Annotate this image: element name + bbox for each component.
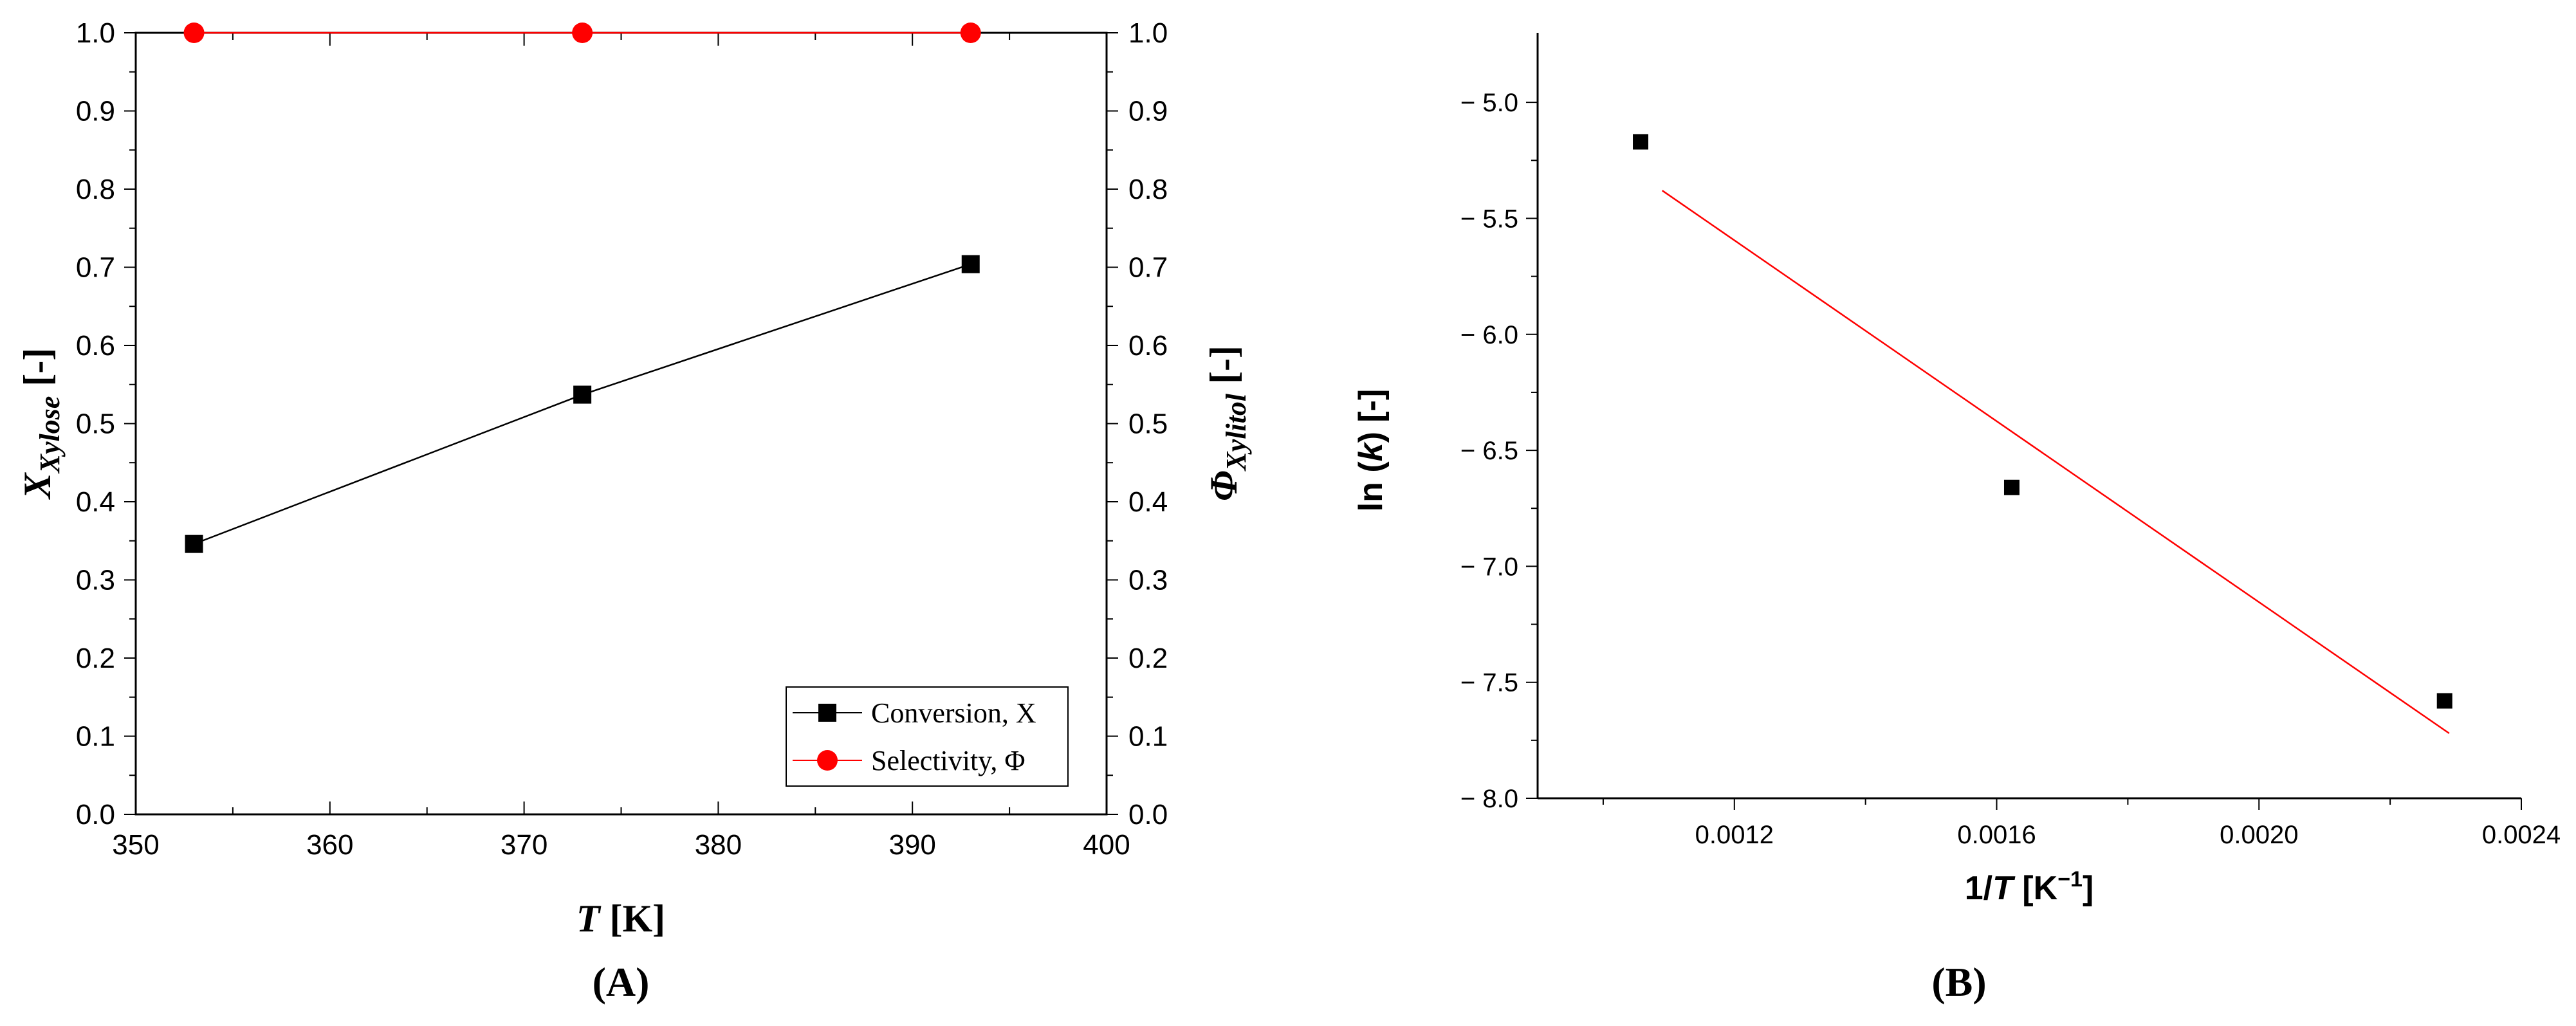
y-right-tick-label-a: 0.8 [1128, 174, 1168, 205]
y-tick-label-b: − 7.0 [1460, 553, 1518, 581]
y-left-tick-label-a: 1.0 [76, 17, 115, 49]
x-tick-label-a: 370 [501, 829, 547, 861]
y-left-tick-label-a: 0.1 [76, 721, 115, 753]
x-tick-label-a: 350 [112, 829, 159, 861]
series-a [183, 23, 981, 553]
legend-a: Conversion, X Selectivity, Φ [786, 686, 1069, 787]
data-point-conversion [961, 255, 980, 273]
y-tick-label-b: − 5.0 [1460, 89, 1518, 117]
x-tick-label-b: 0.0020 [2220, 821, 2298, 849]
y-left-tick-label-a: 0.5 [76, 408, 115, 440]
data-point-conversion [573, 385, 592, 404]
x-tick-label-b: 0.0016 [1957, 821, 2036, 849]
axis-ticks-b [1526, 102, 2522, 810]
x-axis-title-a: T [K] [576, 897, 665, 940]
y-right-axis-title-a: ΦXylitol [-] [1202, 345, 1252, 501]
y-left-tick-label-a: 0.8 [76, 174, 115, 205]
panel-label-b: (B) [1931, 959, 1986, 1005]
data-point-b [2003, 479, 2019, 495]
y-right-tick-label-a: 0.6 [1128, 330, 1168, 362]
data-point-selectivity [960, 23, 981, 43]
y-left-tick-label-a: 0.7 [76, 252, 115, 284]
y-left-tick-label-a: 0.2 [76, 643, 115, 674]
y-tick-label-b: − 6.0 [1460, 321, 1518, 349]
fit-line [1661, 190, 2450, 735]
data-point-b [1633, 134, 1649, 150]
y-tick-label-b: − 6.5 [1460, 437, 1518, 465]
y-left-axis-title-a: XXylose [-] [16, 348, 66, 500]
y-right-tick-label-a: 0.5 [1128, 408, 1168, 440]
y-left-tick-label-a: 0.0 [76, 799, 115, 830]
x-tick-label-b: 0.0024 [2482, 821, 2561, 849]
legend-marker-conversion [818, 704, 836, 722]
y-right-tick-label-a: 0.1 [1128, 721, 1168, 753]
legend-label-conversion: Conversion, X [871, 697, 1036, 729]
y-right-tick-label-a: 0.3 [1128, 565, 1168, 596]
y-left-tick-label-a: 0.9 [76, 96, 115, 127]
panel-a: 350 360 370 380 390 400 0.0 0.1 0.2 0.3 0.4 0.5 0.6… [16, 17, 1252, 1005]
data-point-selectivity [572, 23, 593, 43]
y-left-tick-labels-a: 0.0 0.1 0.2 0.3 0.4 0.5 0.6 0.7 0.8 0.9 1.0 [76, 17, 115, 830]
x-tick-label-a: 380 [695, 829, 742, 861]
data-point-selectivity [183, 23, 205, 43]
y-right-tick-label-a: 0.7 [1128, 252, 1168, 284]
y-axis-title-b: ln (k) [-] [1352, 389, 1390, 512]
data-point-conversion [185, 535, 203, 553]
y-tick-label-b: − 8.0 [1460, 785, 1518, 813]
y-right-tick-labels-a: 0.0 0.1 0.2 0.3 0.4 0.5 0.6 0.7 0.8 0.9 1.0 [1128, 17, 1168, 830]
panel-b: 0.0012 0.0016 0.0020 0.0024 − 5.0 − 5.5 − 6.0… [1352, 33, 2561, 1005]
y-tick-labels-b: − 5.0 − 5.5 − 6.0 − 6.5 − 7.0 − 7.5 − 8.0 [1460, 89, 1518, 813]
x-tick-label-a: 390 [888, 829, 935, 861]
y-right-tick-label-a: 0.4 [1128, 486, 1168, 518]
x-tick-label-b: 0.0012 [1695, 821, 1774, 849]
y-right-tick-label-a: 0.0 [1128, 799, 1168, 830]
y-right-tick-label-a: 0.2 [1128, 643, 1168, 674]
y-tick-label-b: − 7.5 [1460, 669, 1518, 697]
data-point-b [2436, 693, 2452, 709]
y-right-tick-label-a: 0.9 [1128, 96, 1168, 127]
legend-label-selectivity: Selectivity, Φ [871, 745, 1026, 776]
legend-marker-selectivity [817, 750, 838, 771]
y-left-tick-label-a: 0.3 [76, 565, 115, 596]
y-right-tick-label-a: 1.0 [1128, 17, 1168, 49]
legend-box-a [786, 686, 1069, 787]
y-left-tick-label-a: 0.6 [76, 330, 115, 362]
y-tick-label-b: − 5.5 [1460, 205, 1518, 233]
panel-label-a: (A) [593, 959, 650, 1005]
x-axis-title-b: 1/T [K−1] [1965, 867, 2094, 907]
x-tick-labels-a: 350 360 370 380 390 400 [112, 829, 1130, 861]
x-tick-labels-b: 0.0012 0.0016 0.0020 0.0024 [1695, 821, 2561, 849]
x-tick-label-a: 360 [306, 829, 353, 861]
series-line-conversion [194, 263, 971, 545]
y-left-tick-label-a: 0.4 [76, 486, 115, 518]
axis-ticks-a [124, 32, 1118, 815]
marks-b [1633, 134, 2452, 735]
x-tick-label-a: 400 [1083, 829, 1130, 861]
